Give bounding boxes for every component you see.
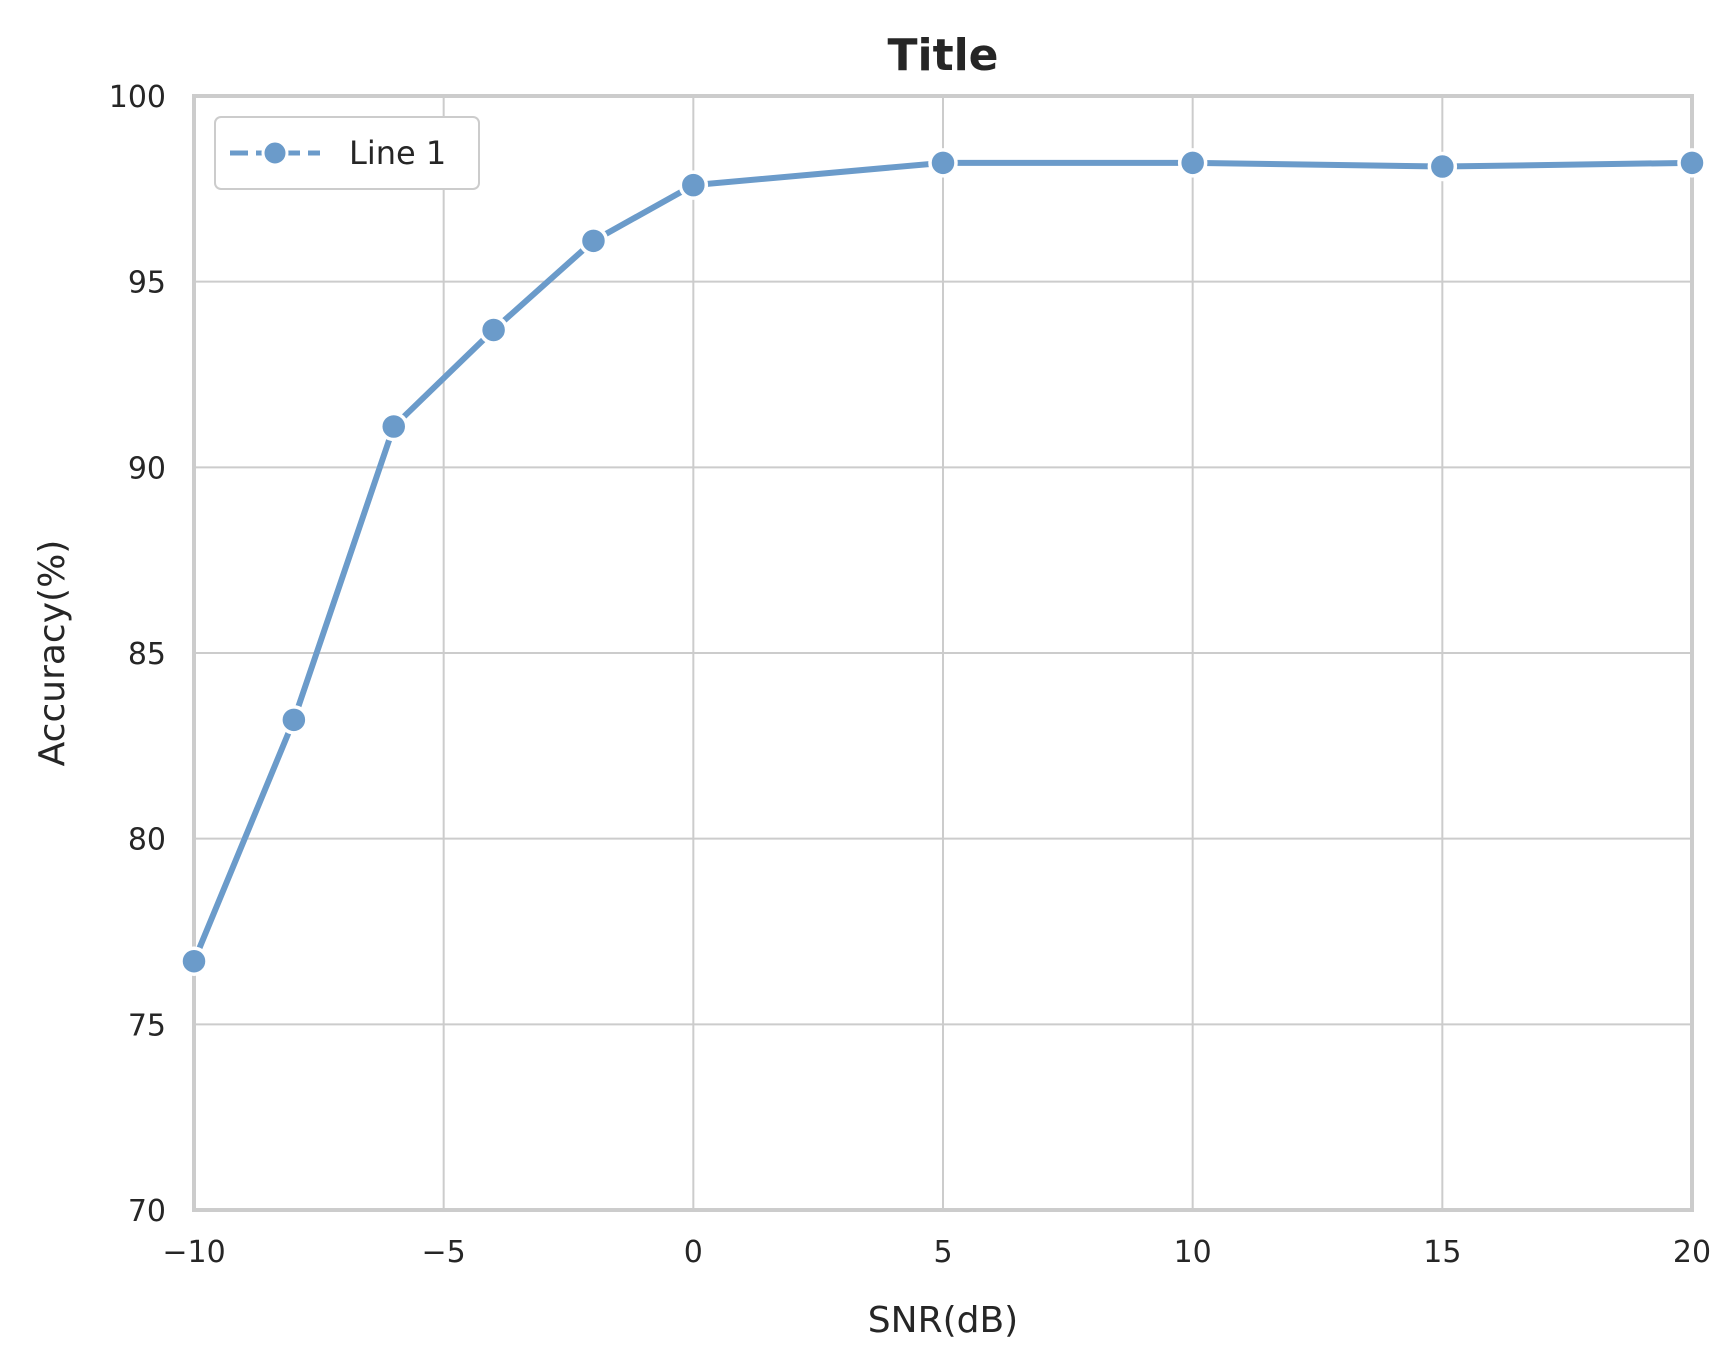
- data-point: [1677, 148, 1707, 178]
- data-point: [179, 946, 209, 976]
- chart-title: Title: [887, 30, 998, 81]
- y-tick-labels: 70 75 80 85 90 95 100: [109, 80, 166, 1229]
- legend-box: [214, 116, 480, 190]
- data-point: [1427, 151, 1458, 182]
- y-tick-label: 95: [128, 266, 166, 301]
- data-point: [578, 226, 609, 256]
- y-tick-label: 70: [128, 1194, 166, 1229]
- x-tick-label: −5: [422, 1235, 466, 1270]
- x-tick-label: −10: [162, 1235, 225, 1270]
- x-tick-label: 20: [1673, 1235, 1711, 1270]
- x-tick-label: 10: [1174, 1235, 1212, 1270]
- y-tick-label: 75: [128, 1008, 166, 1043]
- y-tick-label: 80: [128, 823, 166, 858]
- data-point: [678, 170, 709, 200]
- x-tick-labels: −10 −5 0 5 10 15 20: [162, 1235, 1711, 1270]
- legend-label: Line 1: [349, 134, 446, 172]
- y-axis-label: Accuracy(%): [32, 540, 73, 767]
- legend: Line 1: [214, 116, 480, 190]
- legend-marker: [261, 139, 289, 167]
- data-point: [478, 315, 509, 345]
- x-tick-label: 5: [933, 1235, 952, 1270]
- data-point: [1177, 148, 1208, 178]
- y-tick-label: 85: [128, 637, 166, 672]
- data-point: [378, 411, 409, 442]
- series-line-0: [191, 159, 1695, 965]
- data-point: [928, 148, 958, 178]
- x-axis-label: SNR(dB): [868, 1300, 1018, 1341]
- x-tick-label: 15: [1423, 1235, 1461, 1270]
- y-tick-label: 100: [109, 80, 166, 115]
- plot-frame: [192, 94, 1694, 1212]
- y-tick-label: 90: [128, 451, 166, 486]
- x-tick-label: 0: [684, 1235, 703, 1270]
- data-point: [279, 705, 309, 735]
- series-group: [179, 148, 1707, 976]
